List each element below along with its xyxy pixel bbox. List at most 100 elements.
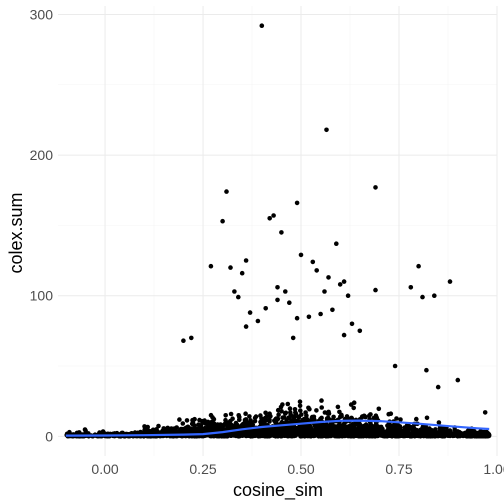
data-point	[408, 285, 414, 290]
data-point	[416, 263, 421, 269]
data-point	[245, 430, 251, 436]
points	[64, 23, 492, 439]
data-point	[447, 279, 453, 284]
data-point	[348, 402, 354, 407]
data-point	[225, 426, 230, 431]
data-point	[368, 422, 374, 428]
data-point	[221, 432, 226, 438]
data-point	[398, 417, 403, 422]
data-point	[294, 428, 300, 434]
data-point	[228, 265, 233, 270]
data-point	[484, 433, 490, 439]
smooth-line	[65, 419, 490, 437]
data-point	[244, 419, 249, 425]
data-point	[337, 409, 342, 415]
data-point	[298, 408, 303, 413]
data-point	[279, 230, 284, 235]
data-point	[304, 416, 310, 422]
data-point	[325, 415, 331, 421]
data-point	[482, 410, 488, 415]
data-point	[432, 293, 437, 299]
data-point	[349, 321, 355, 327]
data-point	[322, 410, 328, 415]
data-point	[255, 318, 261, 324]
data-point	[439, 433, 445, 439]
data-point	[289, 418, 295, 423]
data-point	[285, 401, 291, 407]
data-point	[327, 422, 333, 428]
data-point	[275, 285, 280, 290]
data-point	[408, 426, 414, 431]
y-axis-label: colex.sum	[6, 192, 26, 273]
x-tick-label: 0.75	[385, 461, 412, 477]
data-point	[394, 416, 399, 421]
data-point	[228, 411, 234, 417]
data-point	[324, 422, 329, 427]
data-point	[236, 413, 241, 418]
data-point	[341, 279, 347, 284]
data-point	[275, 297, 280, 303]
data-point	[224, 189, 229, 194]
data-point	[209, 419, 215, 425]
x-tick-labels: 0.00 0.25 0.50 0.75 1.00	[91, 461, 504, 477]
data-point	[230, 416, 235, 422]
x-axis-label: cosine_sim	[233, 480, 323, 501]
data-point	[309, 414, 315, 420]
data-point	[376, 406, 382, 412]
data-point	[265, 432, 270, 438]
data-point	[247, 310, 253, 315]
data-point	[180, 421, 186, 426]
data-point	[267, 216, 273, 221]
data-point	[423, 427, 429, 432]
x-tick-label: 0.25	[189, 461, 216, 477]
grid	[58, 6, 498, 456]
data-point	[389, 425, 395, 430]
data-point	[366, 432, 372, 437]
data-point	[349, 415, 354, 421]
data-point	[330, 307, 335, 313]
data-point	[373, 287, 378, 293]
data-point	[401, 430, 407, 436]
y-tick-label: 0	[45, 428, 53, 444]
data-point	[247, 414, 252, 419]
data-point	[298, 252, 304, 258]
data-point	[275, 407, 281, 413]
data-point	[240, 431, 245, 437]
data-point	[342, 433, 348, 438]
data-point	[378, 424, 384, 430]
data-point	[259, 421, 265, 427]
data-point	[154, 427, 159, 432]
data-point	[414, 427, 420, 433]
data-point	[263, 418, 269, 423]
data-point	[459, 433, 465, 438]
data-point	[319, 398, 324, 403]
data-point	[292, 432, 297, 438]
data-point	[192, 423, 197, 428]
data-point	[392, 363, 398, 369]
data-point	[373, 185, 378, 190]
smooth-line-layer	[65, 419, 490, 437]
data-point	[283, 410, 289, 416]
data-point	[337, 426, 343, 432]
data-point	[344, 424, 350, 430]
data-point	[314, 268, 320, 273]
data-point	[393, 425, 399, 431]
data-point	[203, 427, 208, 432]
data-point	[325, 432, 330, 438]
data-point	[236, 294, 241, 300]
data-point	[299, 425, 305, 430]
data-point	[326, 275, 331, 280]
data-point	[189, 335, 194, 341]
data-point	[287, 300, 292, 306]
y-tick-label: 300	[30, 6, 54, 22]
data-point	[331, 414, 336, 420]
data-point	[385, 423, 390, 428]
data-point	[377, 432, 383, 437]
x-tick-label: 0.00	[91, 461, 118, 477]
data-point	[284, 428, 289, 434]
data-point	[398, 425, 403, 431]
data-point	[297, 403, 303, 409]
data-point	[310, 259, 316, 265]
data-point	[243, 411, 248, 417]
data-point	[229, 431, 234, 437]
